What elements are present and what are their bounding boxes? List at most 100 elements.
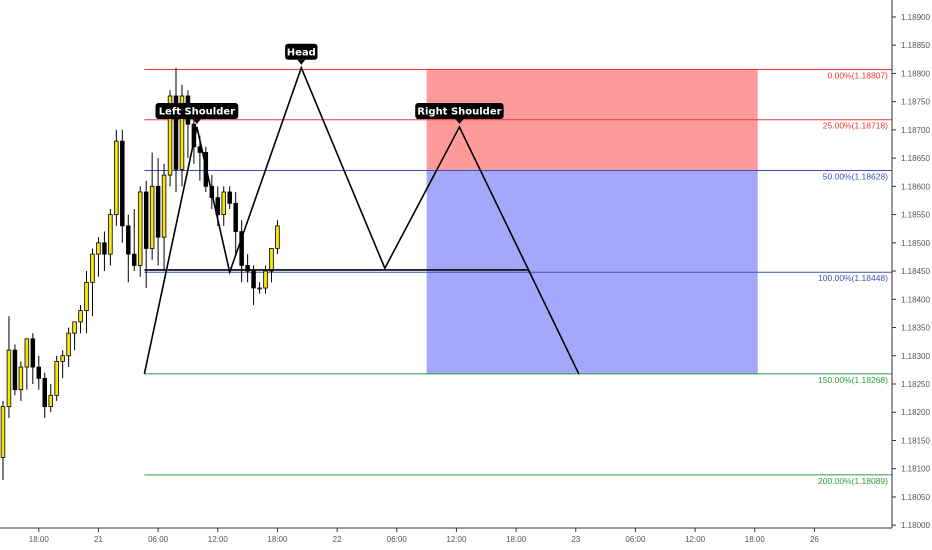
- candle-body-up: [24, 338, 30, 368]
- candle: [114, 129, 119, 226]
- candle: [60, 350, 65, 379]
- candle-body-up: [96, 242, 101, 255]
- candle-body-up: [114, 140, 119, 215]
- y-tick-label: 1.18850: [901, 41, 930, 50]
- candle-body-up: [221, 191, 226, 215]
- y-tick-label: 1.18400: [901, 295, 930, 304]
- fib-label-3: 100.00%(1.18448): [818, 273, 888, 283]
- candle: [30, 333, 36, 384]
- candle-body-up: [60, 355, 65, 362]
- candle-body-up: [78, 310, 83, 323]
- x-tick-label: 23: [571, 535, 580, 544]
- candle-body-up: [108, 214, 113, 255]
- candle-body-down: [120, 140, 125, 227]
- x-tick-label: 12:00: [685, 535, 706, 544]
- candle-body-up: [54, 361, 59, 396]
- candle: [48, 384, 53, 413]
- y-tick-label: 1.18700: [901, 126, 930, 135]
- y-tick-label: 1.18750: [901, 98, 930, 107]
- x-tick-label: 12:00: [446, 535, 467, 544]
- candle-body-down: [102, 242, 107, 255]
- candle: [131, 208, 137, 272]
- candle-body-down: [239, 231, 244, 266]
- fib-label-5: 200.00%(1.18089): [818, 476, 888, 486]
- left-shoulder-label-bg: [155, 103, 239, 120]
- candle-body-up: [161, 174, 167, 238]
- candle: [126, 214, 131, 283]
- candle: [36, 355, 42, 390]
- candle: [251, 265, 256, 305]
- x-tick-label: 18:00: [506, 535, 527, 544]
- candle-body-up: [149, 185, 155, 249]
- fib-levels: 0.00%(1.18807) 25.00%(1.18718) 50.00%(1.18…: [144, 68, 892, 486]
- candle: [24, 338, 30, 390]
- candle-body-up: [6, 349, 12, 407]
- y-tick-label: 1.18900: [901, 13, 930, 22]
- candle-body-up: [137, 191, 143, 266]
- candle: [66, 327, 71, 368]
- candle: [149, 152, 155, 260]
- x-tick-label: 22: [333, 535, 342, 544]
- candle: [269, 248, 274, 283]
- y-tick-label: 1.18550: [901, 211, 930, 220]
- candle-body-down: [227, 191, 232, 204]
- fib-label-4: 150.00%(1.18268): [818, 375, 888, 385]
- candle-body-down: [143, 191, 149, 249]
- candle: [42, 372, 47, 418]
- candle-body-down: [36, 366, 42, 379]
- candle-body-up: [66, 332, 71, 357]
- candle-body-up: [48, 394, 53, 407]
- candle-body-up: [179, 95, 185, 170]
- candle-body-up: [275, 225, 280, 249]
- y-tick-label: 1.18150: [901, 436, 930, 445]
- candle-body-down: [12, 349, 18, 391]
- candle: [257, 282, 262, 294]
- candle: [108, 208, 113, 266]
- candle-body-down: [155, 185, 161, 238]
- candle-body-up: [0, 406, 6, 458]
- candle: [179, 84, 185, 187]
- candle: [161, 163, 167, 272]
- x-tick-label: 06:00: [387, 535, 408, 544]
- candle-body-down: [126, 225, 131, 255]
- y-tick-label: 1.18000: [901, 521, 930, 530]
- candle: [137, 186, 143, 277]
- x-tick-label: 21: [94, 535, 103, 544]
- candle: [90, 248, 95, 317]
- candle: [227, 186, 232, 209]
- candle: [78, 304, 83, 334]
- x-tick-label: 06:00: [148, 535, 169, 544]
- y-tick-label: 1.18800: [901, 69, 930, 78]
- head-shoulders-path: [143, 65, 580, 375]
- y-tick-label: 1.18500: [901, 239, 930, 248]
- candle-body-down: [42, 377, 47, 407]
- candle-body-up: [84, 281, 89, 311]
- x-tick-label: 18:00: [29, 535, 50, 544]
- pattern-annotations: Left Shoulder Head Right Shoulder: [155, 43, 504, 125]
- left-shoulder-label-pointer: [192, 119, 201, 125]
- head-label-text: Head: [287, 47, 316, 58]
- candle: [275, 220, 280, 255]
- right-shoulder-label-bg: [415, 103, 504, 120]
- candle: [233, 192, 238, 255]
- y-tick-label: 1.18100: [901, 465, 930, 474]
- candle-body-down: [173, 95, 179, 170]
- y-tick-label: 1.18050: [901, 493, 930, 502]
- y-tick-label: 1.18200: [901, 408, 930, 417]
- candle-body-down: [245, 265, 250, 272]
- candle-body-up: [257, 287, 262, 290]
- candle-body-up: [72, 321, 77, 334]
- candle-body-down: [30, 338, 36, 368]
- x-tick-label: 18:00: [745, 535, 766, 544]
- y-tick-label: 1.18650: [901, 154, 930, 163]
- candle-body-up: [90, 253, 95, 283]
- candle-body-down: [251, 270, 256, 289]
- right-shoulder-label-text: Right Shoulder: [417, 107, 501, 118]
- fib-label-2: 50.00%(1.18628): [823, 172, 888, 182]
- candle: [12, 344, 18, 396]
- head-label-pointer: [297, 59, 306, 65]
- candle: [0, 400, 6, 480]
- head-label-bg: [285, 43, 318, 60]
